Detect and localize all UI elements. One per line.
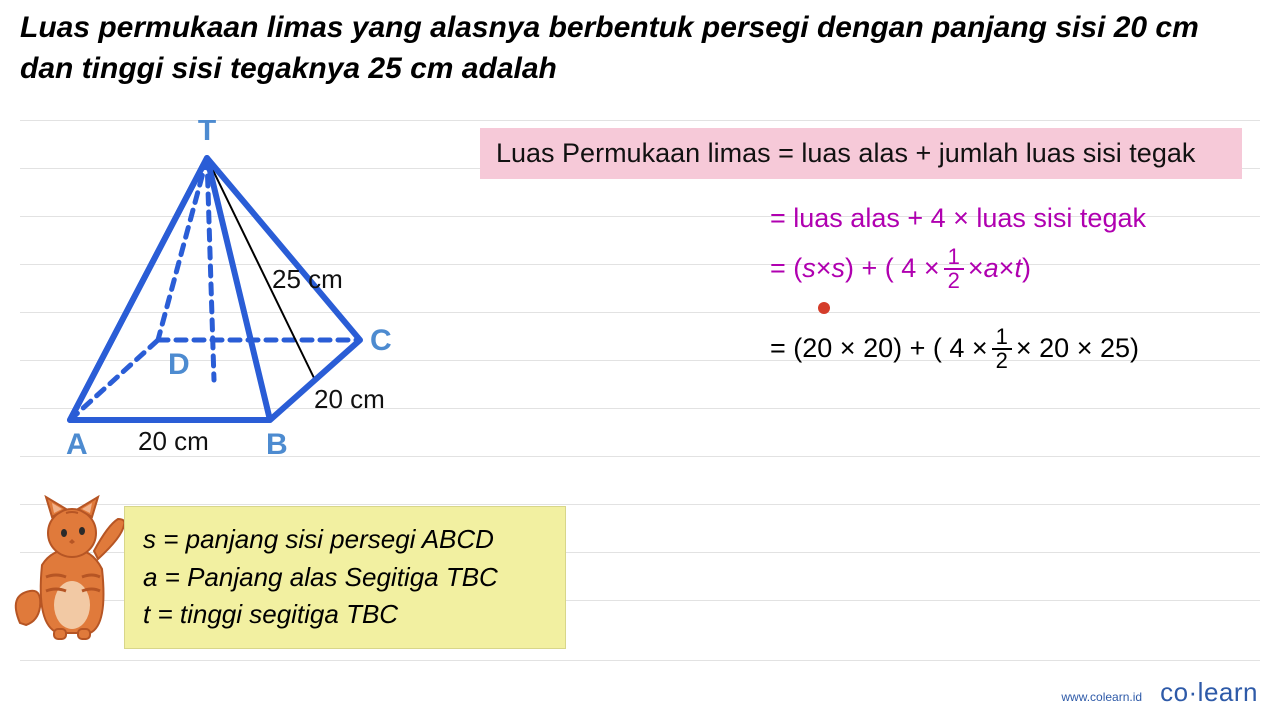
label-D: D (168, 348, 190, 381)
legend-s: s = panjang sisi persegi ABCD (143, 521, 547, 559)
footer: www.colearn.id co·learn (1061, 677, 1258, 708)
label-B: B (266, 428, 288, 461)
dim-bc: 20 cm (314, 384, 385, 414)
dim-ab: 20 cm (138, 426, 209, 456)
step-1: = luas alas + 4 × luas sisi tegak (770, 198, 1146, 240)
legend-t: t = tinggi segitiga TBC (143, 596, 547, 634)
formula-box: Luas Permukaan limas = luas alas + jumla… (480, 128, 1242, 179)
step-3: = (20 × 20) + ( 4 × 12 × 20 × 25) (770, 326, 1146, 372)
step-2: = (s × s) + ( 4 × 12 × a × t) (770, 246, 1146, 292)
question-text: Luas permukaan limas yang alasnya berben… (20, 8, 1240, 89)
pyramid-diagram: T A B C D 25 cm 20 cm 20 cm (40, 120, 400, 480)
cat-illustration (12, 495, 127, 645)
dim-slant: 25 cm (272, 264, 343, 294)
label-C: C (370, 324, 392, 357)
legend-box: s = panjang sisi persegi ABCD a = Panjan… (124, 506, 566, 649)
legend-a: a = Panjang alas Segitiga TBC (143, 559, 547, 597)
label-T: T (198, 120, 216, 147)
laser-pointer-dot (818, 302, 830, 314)
brand-logo: co·learn (1160, 677, 1258, 708)
footer-url: www.colearn.id (1061, 690, 1142, 704)
derivation-steps: = luas alas + 4 × luas sisi tegak = (s ×… (770, 192, 1146, 378)
label-A: A (66, 428, 88, 461)
